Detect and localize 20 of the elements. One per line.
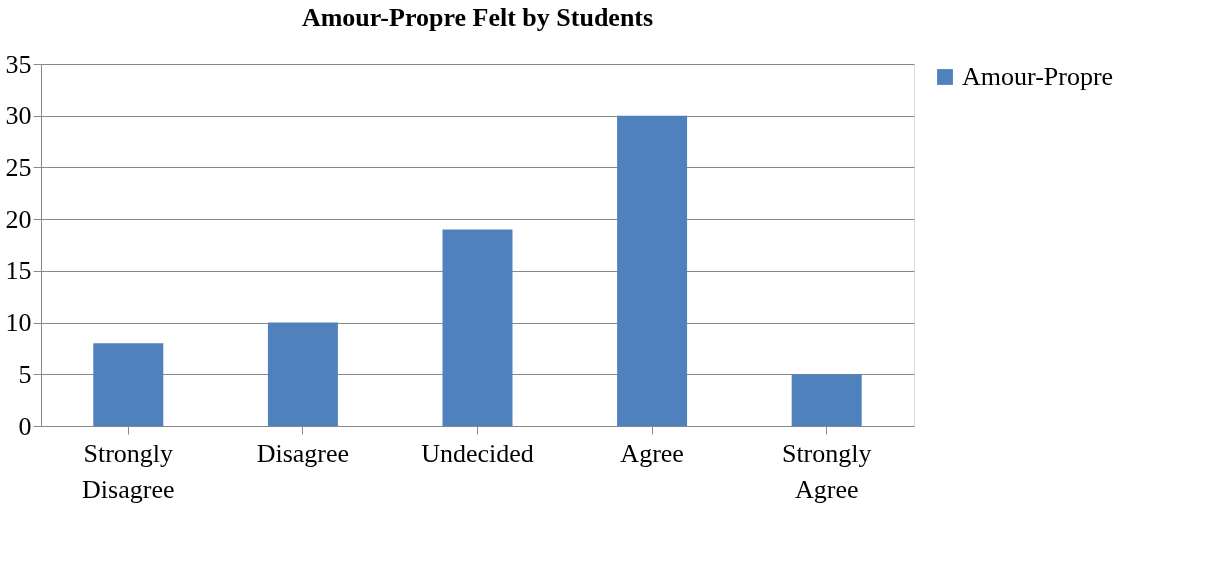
x-tick-label: Disagree <box>256 438 350 468</box>
y-tick-label: 5 <box>18 359 32 389</box>
x-tick-label: Agree <box>620 438 684 468</box>
x-tick-label: Strongly Disagree <box>82 438 175 504</box>
y-tick-label: 25 <box>5 152 32 182</box>
x-tick-label: Strongly Agree <box>781 438 872 504</box>
bar <box>442 229 513 426</box>
x-tick-label: Undecided <box>421 438 534 468</box>
chart-title: Amour-Propre Felt by Students <box>301 3 654 32</box>
bar <box>267 322 338 426</box>
y-tick-label: 35 <box>5 49 32 79</box>
bar <box>617 115 688 426</box>
bar <box>93 343 164 426</box>
y-tick-label: 20 <box>5 204 32 234</box>
y-tick-label: 10 <box>5 308 32 338</box>
legend-label: Amour-Propre <box>962 62 1114 91</box>
bar <box>791 374 862 426</box>
y-tick-label: 30 <box>5 101 32 131</box>
y-tick-label: 0 <box>18 411 32 441</box>
y-tick-label: 15 <box>5 256 32 286</box>
